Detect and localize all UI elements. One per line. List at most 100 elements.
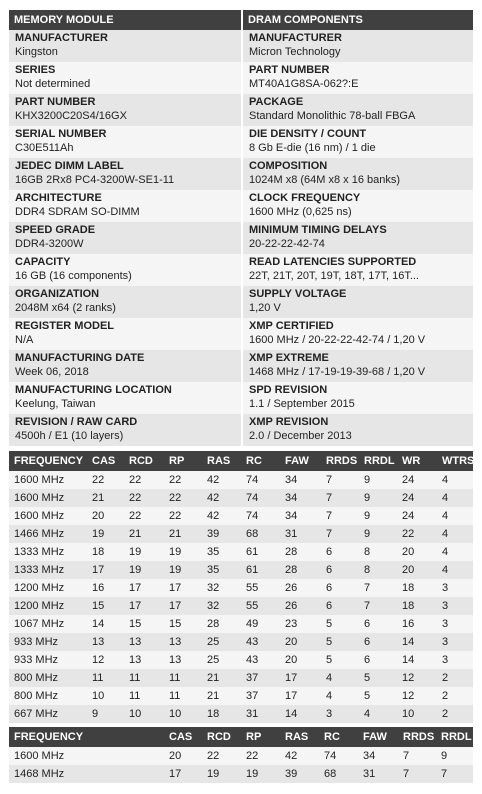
timings-value-cell: 10 — [164, 705, 202, 723]
timings-row: 1466 MHz 19 21 21 39 68 31 7 9 22 4 — [9, 525, 473, 543]
timings-value-cell: 4 — [437, 471, 473, 489]
timings-value-cell: 14 — [397, 633, 437, 651]
xmp-value-cell: 22 — [241, 747, 280, 765]
timings-value-cell: 31 — [280, 525, 321, 543]
timings-row: 1200 MHz 15 17 17 32 55 26 6 7 18 3 — [9, 597, 473, 615]
timings-value-cell: 37 — [241, 669, 280, 687]
xmp-value-cell: 34 — [358, 747, 398, 765]
xmp-row: 1600 MHz 20 22 22 42 74 34 7 9 — [9, 747, 473, 765]
timings-value-cell: 14 — [280, 705, 321, 723]
timings-frequency-cell: 1333 MHz — [9, 561, 87, 579]
timings-value-cell: 9 — [359, 471, 397, 489]
timings-row: 667 MHz 9 10 10 18 31 14 3 4 10 2 — [9, 705, 473, 723]
timings-value-cell: 5 — [359, 669, 397, 687]
module-field-value: Week 06, 2018 — [15, 366, 89, 378]
timings-row: 1200 MHz 16 17 17 32 55 26 6 7 18 3 — [9, 579, 473, 597]
timings-value-cell: 17 — [124, 579, 164, 597]
xmp-value-cell: 19 — [241, 765, 280, 783]
timings-value-cell: 6 — [359, 651, 397, 669]
timings-value-cell: 17 — [124, 597, 164, 615]
timings-value-cell: 19 — [164, 543, 202, 561]
timings-frequency-cell: 1200 MHz — [9, 579, 87, 597]
info-row: CAPACITY 16 GB (16 components) READ LATENC… — [9, 254, 473, 286]
xmp-value-cell: 22 — [202, 747, 241, 765]
timings-frequency-cell: 667 MHz — [9, 705, 87, 723]
module-field-value: 2048M x64 (2 ranks) — [15, 302, 116, 314]
timings-value-cell: 17 — [280, 687, 321, 705]
xmp-value-cell: 7 — [436, 765, 473, 783]
timings-frequency-cell: 800 MHz — [9, 687, 87, 705]
timings-value-cell: 6 — [321, 561, 359, 579]
timings-value-cell: 74 — [241, 489, 280, 507]
timings-frequency-cell: 1466 MHz — [9, 525, 87, 543]
timings-col-header: RRDL — [359, 451, 397, 471]
timings-value-cell: 7 — [321, 525, 359, 543]
dram-field: XMP REVISION 2.0 / December 2013 — [241, 414, 473, 446]
xmp-col-header: RAS — [280, 727, 319, 747]
xmp-value-cell: 7 — [398, 747, 436, 765]
dram-field-label: XMP EXTREME — [249, 352, 329, 364]
dram-field: PACKAGE Standard Monolithic 78-ball FBGA — [241, 94, 473, 126]
timings-value-cell: 4 — [321, 669, 359, 687]
timings-value-cell: 16 — [87, 579, 124, 597]
timings-value-cell: 21 — [202, 669, 241, 687]
timings-value-cell: 15 — [124, 615, 164, 633]
dram-field: PART NUMBER MT40A1G8SA-062?:E — [241, 62, 473, 94]
module-field: CAPACITY 16 GB (16 components) — [9, 254, 241, 286]
module-field-value: N/A — [15, 334, 34, 346]
timings-value-cell: 8 — [359, 561, 397, 579]
dram-field: COMPOSITION 1024M x8 (64M x8 x 16 banks) — [241, 158, 473, 190]
module-field-label: SERIAL NUMBER — [15, 128, 107, 140]
timings-value-cell: 24 — [397, 471, 437, 489]
timings-col-header: RP — [164, 451, 202, 471]
timings-row: 933 MHz 13 13 13 25 43 20 5 6 14 3 — [9, 633, 473, 651]
module-field-label: SERIES — [15, 64, 56, 76]
timings-value-cell: 4 — [437, 489, 473, 507]
dram-field-value: 1600 MHz / 20-22-22-42-74 / 1,20 V — [249, 334, 426, 346]
module-field: MANUFACTURING LOCATION Keelung, Taiwan — [9, 382, 241, 414]
timings-value-cell: 3 — [321, 705, 359, 723]
info-row: SERIAL NUMBER C30E511Ah DIE DENSITY / COUN… — [9, 126, 473, 158]
dram-field: XMP CERTIFIED 1600 MHz / 20-22-22-42-74 /… — [241, 318, 473, 350]
xmp-header-row: FREQUENCY CAS RCD RP RAS RC FAW RRDS RRDL — [9, 727, 473, 747]
timings-value-cell: 10 — [87, 687, 124, 705]
dram-field-label: XMP CERTIFIED — [249, 320, 334, 332]
dram-field-value: 1,20 V — [249, 302, 281, 314]
timings-header-row: FREQUENCY CAS RCD RP RAS RC FAW RRDS RRDL WR WTRS — [9, 451, 474, 471]
timings-value-cell: 24 — [397, 489, 437, 507]
timings-value-cell: 12 — [87, 651, 124, 669]
info-row: MANUFACTURER Kingston MANUFACTURER Micron T… — [9, 30, 473, 62]
timings-col-header: RRDS — [321, 451, 359, 471]
timings-value-cell: 21 — [124, 525, 164, 543]
dram-field-label: DIE DENSITY / COUNT — [249, 128, 367, 140]
module-field-value: 16 GB (16 components) — [15, 270, 132, 282]
timings-row: 1333 MHz 17 19 19 35 61 28 6 8 20 4 — [9, 561, 473, 579]
timings-value-cell: 3 — [437, 615, 473, 633]
timings-value-cell: 4 — [437, 525, 473, 543]
timings-value-cell: 3 — [437, 651, 473, 669]
timings-value-cell: 14 — [397, 651, 437, 669]
timings-value-cell: 32 — [202, 579, 241, 597]
timings-value-cell: 43 — [241, 651, 280, 669]
module-field-value: DDR4-3200W — [15, 238, 84, 250]
timings-value-cell: 61 — [241, 543, 280, 561]
timings-value-cell: 20 — [397, 561, 437, 579]
timings-value-cell: 35 — [202, 561, 241, 579]
timings-frequency-cell: 1600 MHz — [9, 489, 87, 507]
module-field: MANUFACTURER Kingston — [9, 30, 241, 62]
timings-value-cell: 39 — [202, 525, 241, 543]
xmp-value-cell: 42 — [280, 747, 319, 765]
timings-value-cell: 5 — [321, 615, 359, 633]
timings-frequency-cell: 1600 MHz — [9, 507, 87, 525]
module-field: SPEED GRADE DDR4-3200W — [9, 222, 241, 254]
timings-value-cell: 43 — [241, 633, 280, 651]
timings-col-header: RC — [241, 451, 280, 471]
timings-table: FREQUENCY CAS RCD RP RAS RC FAW RRDS RRDL WR WTRS … — [9, 451, 474, 723]
module-field-value: Not determined — [15, 78, 91, 90]
timings-value-cell: 22 — [124, 507, 164, 525]
timings-value-cell: 11 — [87, 669, 124, 687]
module-field-label: REVISION / RAW CARD — [15, 416, 138, 428]
timings-value-cell: 26 — [280, 579, 321, 597]
timings-value-cell: 7 — [321, 507, 359, 525]
timings-frequency-cell: 1067 MHz — [9, 615, 87, 633]
